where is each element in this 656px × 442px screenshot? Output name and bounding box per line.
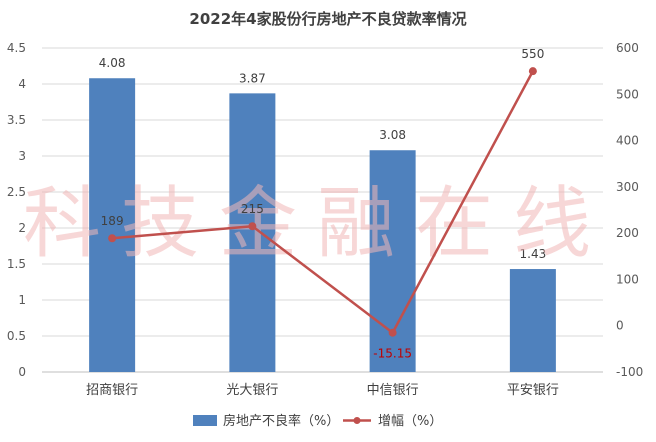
left-tick-label: 2.5	[7, 185, 26, 199]
right-tick-label: 200	[616, 226, 639, 240]
left-tick-label: 1	[18, 293, 26, 307]
left-tick-label: 1.5	[7, 257, 26, 271]
bar-data-labels: 4.08 3.87 3.08 1.43	[99, 56, 546, 261]
category-label: 中信银行	[367, 383, 419, 398]
bar-value-label: 4.08	[99, 56, 126, 70]
left-tick-label: 2	[18, 221, 26, 235]
left-axis: 0 0.5 1 1.5 2 2.5 3 3.5 4 4.5	[7, 41, 26, 379]
line-point	[388, 328, 397, 337]
right-tick-label: 600	[616, 41, 639, 55]
line-value-label: -15.15	[373, 347, 412, 361]
legend: 房地产不良率（%） 增幅（%）	[193, 413, 442, 429]
line-value-label: 215	[241, 202, 264, 216]
legend-line-marker	[353, 417, 361, 424]
watermark: 科技金融在线	[23, 179, 591, 269]
bar	[89, 78, 136, 373]
line-data-labels: 189 215 -15.15 550	[101, 47, 545, 361]
chart-title: 2022年4家股份行房地产不良贷款率情况	[189, 10, 466, 28]
watermark-char: 融	[317, 179, 395, 269]
line-point	[248, 222, 257, 231]
left-tick-label: 3.5	[7, 113, 26, 127]
category-label: 光大银行	[226, 383, 278, 398]
category-label: 平安银行	[507, 383, 559, 398]
legend-line-label: 增幅（%）	[378, 414, 442, 429]
line-value-label: 550	[521, 47, 544, 61]
right-tick-label: 400	[616, 134, 639, 148]
legend-bar-label: 房地产不良率（%）	[223, 413, 339, 429]
right-tick-label: -100	[616, 365, 643, 379]
bar-value-label: 3.08	[379, 128, 406, 142]
watermark-char: 线	[513, 179, 591, 269]
watermark-char: 在	[415, 179, 493, 269]
category-axis: 招商银行 光大银行 中信银行 平安银行	[86, 383, 559, 398]
legend-bar-swatch	[193, 415, 217, 426]
bar-value-label: 1.43	[520, 247, 547, 261]
right-tick-label: 100	[616, 272, 639, 286]
bar	[229, 93, 276, 373]
right-tick-label: 500	[616, 87, 639, 101]
bar-value-label: 3.87	[239, 71, 266, 85]
line-point	[108, 234, 117, 243]
line-series	[108, 67, 537, 337]
line-value-label: 189	[101, 214, 124, 228]
watermark-char: 科	[23, 179, 101, 269]
left-tick-label: 0	[18, 365, 26, 379]
left-tick-label: 0.5	[7, 329, 26, 343]
right-axis: -100 0 100 200 300 400 500 600	[616, 41, 643, 379]
line-point	[528, 67, 537, 76]
line-path	[112, 70, 534, 334]
left-tick-label: 3	[18, 149, 26, 163]
bar	[509, 269, 556, 372]
watermark-char: 金	[219, 179, 297, 269]
gridlines	[42, 47, 603, 373]
watermark-char: 技	[121, 179, 199, 269]
category-label: 招商银行	[86, 383, 138, 398]
left-tick-label: 4.5	[7, 41, 26, 55]
right-tick-label: 300	[616, 180, 639, 194]
right-tick-label: 0	[616, 319, 624, 333]
left-tick-label: 4	[18, 77, 26, 91]
